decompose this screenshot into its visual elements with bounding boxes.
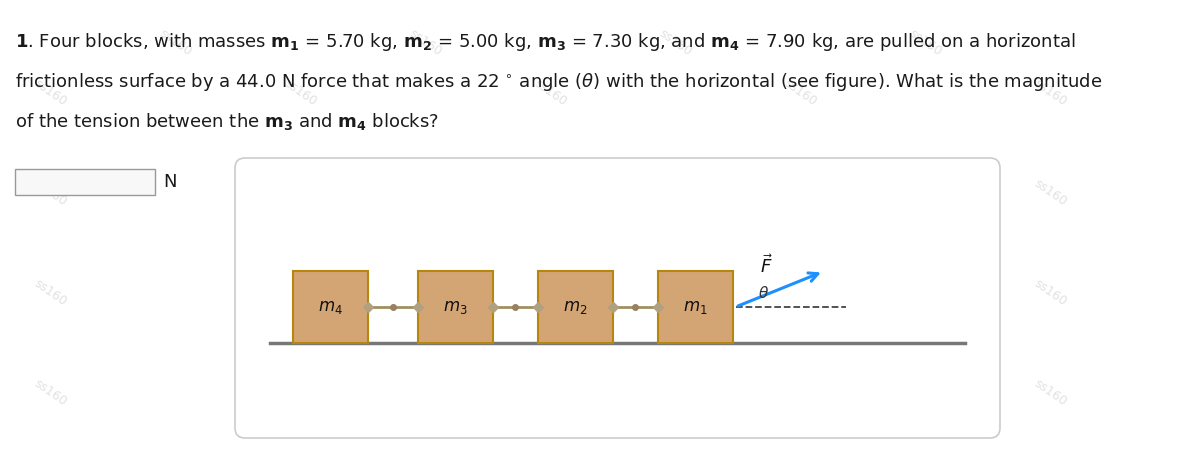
Text: $\vec{F}$: $\vec{F}$: [760, 254, 773, 276]
Text: ss160: ss160: [31, 277, 68, 309]
Bar: [418, 271, 492, 343]
Text: ss160: ss160: [1031, 377, 1069, 409]
Text: ss160: ss160: [656, 27, 694, 59]
Text: ss160: ss160: [781, 77, 818, 109]
Text: ss160: ss160: [1031, 77, 1069, 109]
Text: $m_4$: $m_4$: [318, 298, 342, 316]
Text: ss160: ss160: [281, 377, 319, 409]
Text: $m_3$: $m_3$: [443, 298, 467, 316]
Bar: [14, 169, 155, 195]
Text: ss160: ss160: [281, 77, 319, 109]
Text: ss160: ss160: [1031, 177, 1069, 209]
Bar: [658, 271, 732, 343]
Bar: [293, 271, 367, 343]
Bar: [538, 271, 612, 343]
Text: $\theta$: $\theta$: [757, 285, 768, 301]
FancyBboxPatch shape: [235, 158, 1000, 438]
Text: ss160: ss160: [281, 177, 319, 209]
Text: $\mathbf{1}$. Four blocks, with masses $\mathbf{m_1}$ = 5.70 kg, $\mathbf{m_2}$ : $\mathbf{1}$. Four blocks, with masses $…: [14, 31, 1075, 53]
Text: of the tension between the $\mathbf{m_3}$ and $\mathbf{m_4}$ blocks?: of the tension between the $\mathbf{m_3}…: [14, 111, 439, 132]
Text: ss160: ss160: [31, 77, 68, 109]
Text: ss160: ss160: [281, 277, 319, 309]
Text: ss160: ss160: [31, 377, 68, 409]
Text: ss160: ss160: [781, 277, 818, 309]
Text: N: N: [163, 173, 176, 191]
Text: $m_2$: $m_2$: [563, 298, 587, 316]
Text: ss160: ss160: [532, 377, 569, 409]
Text: ss160: ss160: [1031, 277, 1069, 309]
Text: ss160: ss160: [156, 27, 193, 59]
Text: ss160: ss160: [31, 177, 68, 209]
Text: ss160: ss160: [781, 377, 818, 409]
Text: ss160: ss160: [532, 77, 569, 109]
Text: $m_1$: $m_1$: [683, 298, 707, 316]
Text: ss160: ss160: [407, 27, 444, 59]
Text: ss160: ss160: [906, 27, 943, 59]
Text: ss160: ss160: [532, 177, 569, 209]
Text: ss160: ss160: [532, 277, 569, 309]
Text: ss160: ss160: [781, 177, 818, 209]
Text: frictionless surface by a 44.0 N force that makes a 22 $^{\circ}$ angle ($\theta: frictionless surface by a 44.0 N force t…: [14, 71, 1103, 93]
